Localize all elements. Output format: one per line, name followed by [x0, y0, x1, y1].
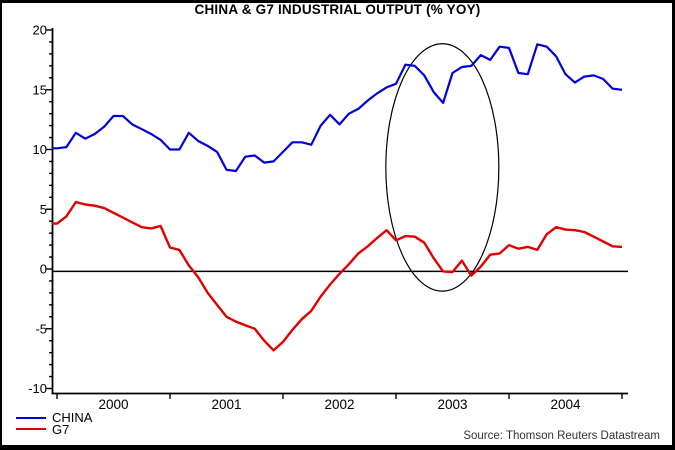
y-tick-label: 10: [33, 142, 47, 157]
legend-item-china: CHINA: [16, 410, 93, 426]
y-tick-label: 0: [40, 262, 47, 277]
legend-label-g7: G7: [52, 421, 70, 437]
axes: [51, 28, 628, 395]
legend-label-china: CHINA: [52, 410, 93, 426]
legend: CHINA G7: [16, 410, 93, 437]
x-tick-label: 2004: [550, 397, 581, 412]
x-tick-label: 2001: [211, 397, 241, 412]
chart-title: CHINA & G7 INDUSTRIAL OUTPUT (% YOY): [194, 2, 481, 17]
y-tick-label: 15: [33, 82, 47, 97]
y-tick-label: -5: [35, 321, 47, 336]
source-note: Source: Thomson Reuters Datastream: [463, 430, 660, 442]
legend-item-g7: G7: [16, 421, 92, 437]
y-tick-label: -10: [28, 381, 47, 396]
x-ticks: [56, 393, 623, 399]
x-tick-label: 2000: [98, 397, 128, 412]
y-tick-label: 20: [33, 23, 47, 38]
x-tick-label: 2002: [324, 397, 354, 412]
china-line-swatch: [16, 416, 46, 419]
g7-line-swatch: [16, 428, 46, 431]
china-line: [52, 43, 623, 173]
y-tick-label: 5: [40, 202, 47, 217]
g7-line: [52, 200, 623, 352]
highlight-ellipse: [385, 43, 500, 292]
x-tick-label: 2003: [437, 397, 467, 412]
y-ticks: [46, 29, 53, 390]
